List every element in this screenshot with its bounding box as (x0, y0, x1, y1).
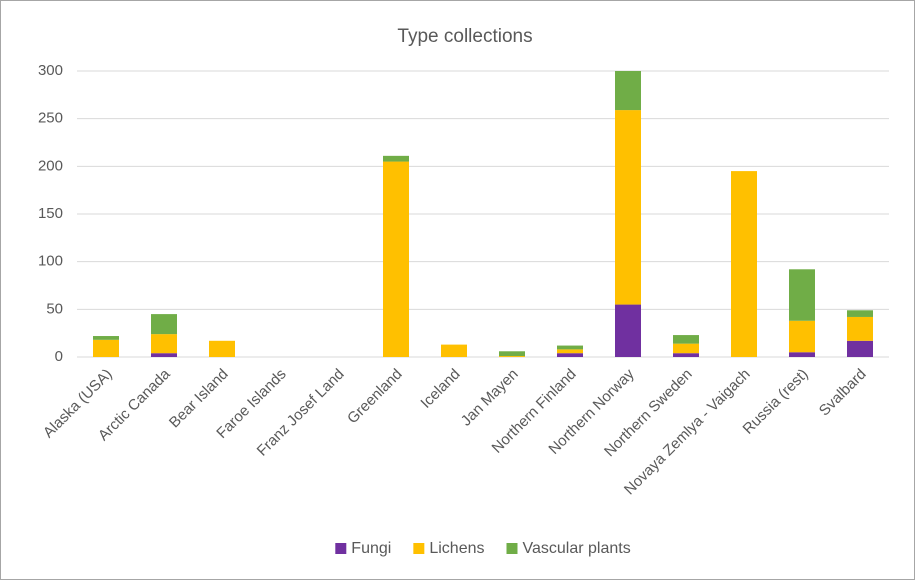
bar-segment (151, 314, 177, 335)
bar-segment (383, 161, 409, 357)
bar-segment (673, 335, 699, 344)
bar-segment (441, 344, 467, 357)
bar-segment (151, 353, 177, 357)
bar-segment (673, 353, 699, 357)
legend-label: Lichens (429, 540, 484, 557)
y-tick-label: 300 (38, 62, 63, 79)
y-tick-label: 150 (38, 205, 63, 222)
y-tick-label: 50 (46, 300, 63, 317)
bar-segment (557, 353, 583, 357)
bar-segment (557, 349, 583, 354)
legend: Fungi Lichens Vascular plants (335, 540, 631, 557)
bar-segment (673, 343, 699, 354)
y-tick-label: 0 (55, 348, 63, 365)
bar-segment (615, 304, 641, 357)
bar-segment (615, 110, 641, 305)
bar-segment (731, 171, 757, 357)
bar-segment (499, 356, 525, 357)
legend-swatch (506, 543, 518, 554)
y-tick-label: 100 (38, 253, 63, 270)
bar-segment (847, 316, 873, 341)
y-tick-label: 250 (38, 110, 63, 127)
bar-segment (93, 336, 119, 340)
legend-swatch (413, 543, 425, 554)
bar-segment (847, 340, 873, 357)
bar-segment (93, 339, 119, 357)
bar-segment (789, 269, 815, 321)
bar-segment (557, 345, 583, 350)
bar-segment (615, 71, 641, 111)
bar-segment (209, 340, 235, 357)
legend-label: Vascular plants (522, 540, 630, 557)
bar-segment (151, 334, 177, 354)
chart-title: Type collections (397, 26, 532, 47)
legend-swatch (335, 543, 347, 554)
bar-segment (499, 351, 525, 357)
bar-segment (789, 320, 815, 353)
bar-segment (789, 352, 815, 357)
y-tick-label: 200 (38, 157, 63, 174)
legend-label: Fungi (351, 540, 391, 557)
bar-segment (847, 310, 873, 317)
bar-segment (383, 155, 409, 162)
